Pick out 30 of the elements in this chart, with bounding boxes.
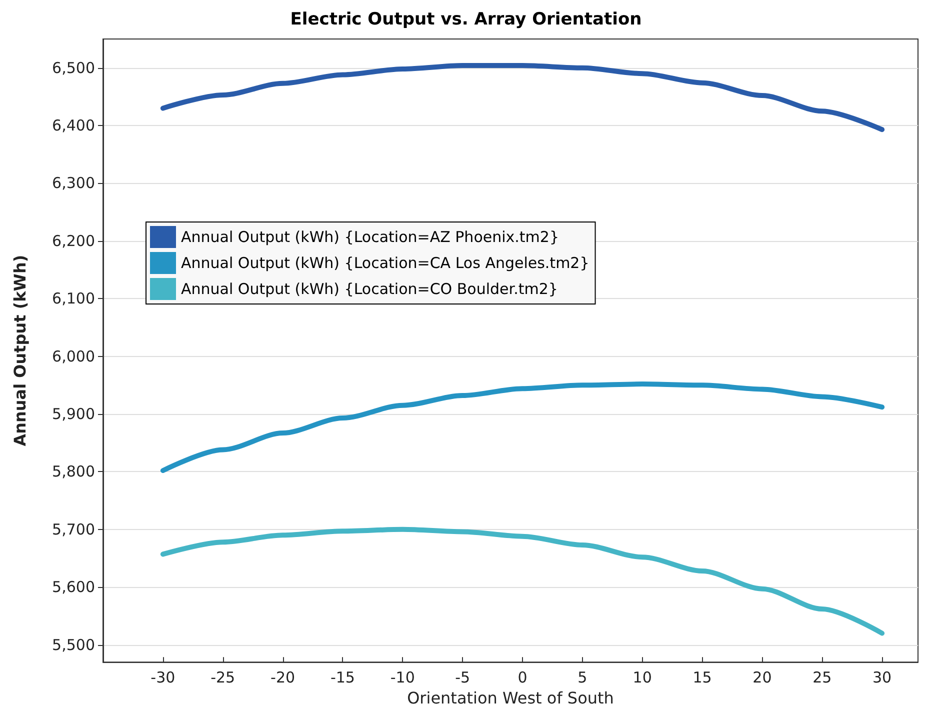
x-tick-label: -5 — [455, 668, 470, 687]
y-tick-label: 6,200 — [52, 232, 95, 250]
y-tick-label: 5,800 — [52, 462, 95, 481]
legend-label: Annual Output (kWh) {Location=CO Boulder.tm2} — [181, 280, 558, 298]
y-tick-label: 5,500 — [52, 636, 95, 654]
x-tick-label: 30 — [872, 668, 892, 687]
x-tick-label: -25 — [210, 668, 236, 687]
x-tick-label: -15 — [330, 668, 355, 687]
y-tick-label: 6,000 — [52, 347, 95, 366]
y-tick-label: 5,700 — [52, 520, 95, 538]
y-tick-label: 6,500 — [52, 58, 95, 77]
chart-title: Electric Output vs. Array Orientation — [290, 10, 642, 30]
x-axis-title: Orientation West of South — [407, 688, 614, 708]
y-tick-label: 5,600 — [52, 578, 95, 596]
x-tick-label: 5 — [578, 668, 588, 687]
y-tick-label: 5,900 — [52, 405, 95, 424]
y-tick-label: 6,400 — [52, 116, 95, 135]
x-tick-label: 10 — [632, 668, 652, 687]
legend-label: Annual Output (kWh) {Location=CA Los Angeles.tm2} — [181, 254, 590, 272]
x-tick-label: 25 — [812, 668, 832, 687]
x-tick-label: -30 — [150, 668, 176, 687]
y-tick-label: 6,100 — [52, 290, 95, 308]
x-tick-label: -10 — [390, 668, 415, 687]
x-tick-label: 20 — [752, 668, 772, 687]
y-axis-title: Annual Output (kWh) — [10, 254, 30, 446]
x-tick-label: 15 — [692, 668, 712, 687]
legend-label: Annual Output (kWh) {Location=AZ Phoenix.tm2} — [181, 228, 559, 246]
x-tick-label: -20 — [270, 668, 296, 687]
y-tick-label: 6,300 — [52, 174, 95, 192]
x-tick-label: 0 — [518, 668, 528, 687]
